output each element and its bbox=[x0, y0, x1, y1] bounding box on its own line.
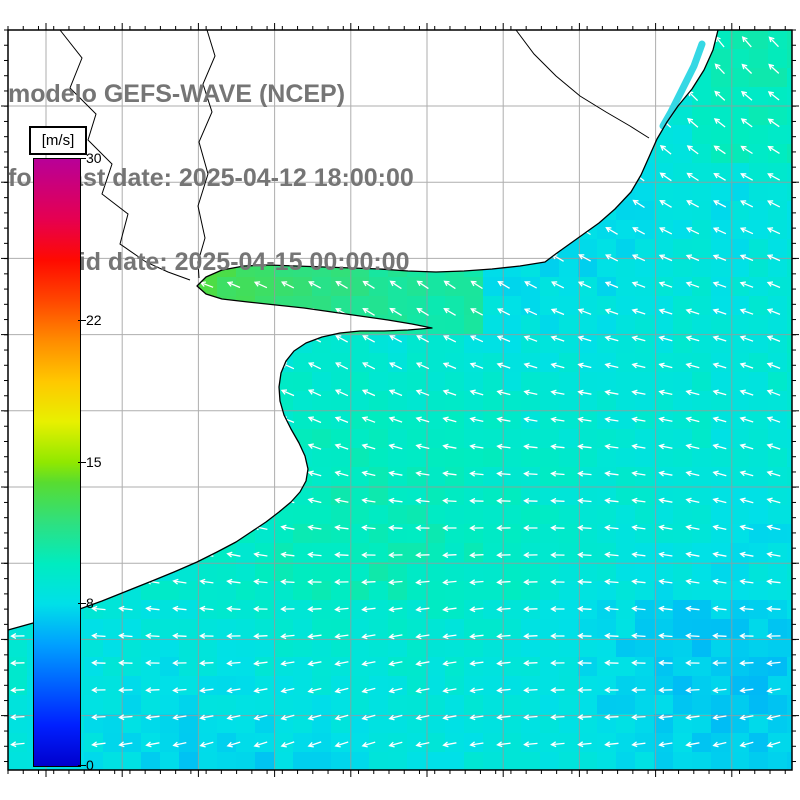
colorbar bbox=[33, 158, 81, 767]
colorbar-tick bbox=[78, 461, 86, 463]
colorbar-tick bbox=[78, 603, 86, 605]
colorbar-tick-label: 15 bbox=[86, 453, 102, 470]
colorbar-tick-label: 8 bbox=[86, 595, 94, 612]
colorbar-tick bbox=[78, 319, 86, 321]
model-title: modelo GEFS-WAVE (NCEP) bbox=[8, 80, 346, 108]
colorbar-tick bbox=[78, 158, 86, 159]
colorbar-tick-label: 30 bbox=[86, 150, 102, 166]
colorbar-tick-label: 0 bbox=[86, 757, 94, 773]
valid-date: valid date: 2025-04-15 00:00:00 bbox=[44, 248, 410, 276]
colorbar-tick-label: 22 bbox=[86, 311, 102, 328]
forecast-date: forecast date: 2025-04-12 18:00:00 bbox=[8, 164, 414, 192]
colorbar-unit-label: [m/s] bbox=[29, 126, 87, 155]
colorbar-tick bbox=[78, 765, 86, 766]
map-title-block: modelo GEFS-WAVE (NCEP) forecast date: 2… bbox=[8, 24, 414, 332]
